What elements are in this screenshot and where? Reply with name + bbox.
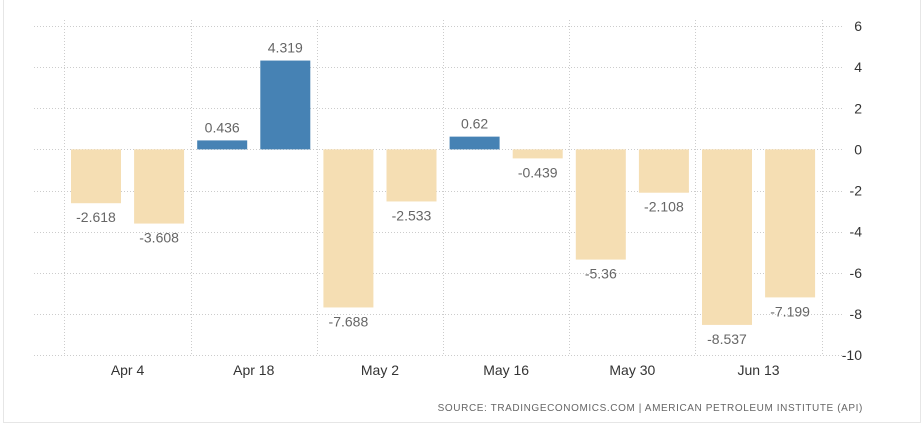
bar[interactable] [71, 149, 121, 204]
y-tick-label: 0 [854, 141, 862, 157]
bar[interactable] [386, 149, 437, 202]
x-tick-label: Jun 13 [738, 362, 780, 378]
chart-frame [3, 0, 921, 423]
bar[interactable] [575, 149, 626, 260]
bar[interactable] [512, 149, 563, 159]
data-label: -8.537 [707, 331, 747, 347]
y-tick-label: -8 [850, 306, 863, 322]
data-label: -2.533 [392, 207, 432, 223]
data-label: -7.688 [329, 313, 369, 329]
data-label: -3.608 [139, 230, 179, 246]
y-axis-ticks: 6 4 2 0 -2 -4 -6 -8 -10 [842, 18, 862, 363]
x-tick-label: Apr 18 [233, 362, 274, 378]
bar[interactable] [323, 149, 374, 308]
bars-group [71, 60, 816, 325]
x-tick-label: May 16 [483, 362, 529, 378]
data-label: -2.618 [76, 209, 116, 225]
y-tick-label: -10 [842, 347, 862, 363]
y-tick-label: -6 [850, 265, 863, 281]
y-tick-label: -2 [850, 183, 863, 199]
data-label: 4.319 [268, 40, 303, 56]
y-tick-label: 2 [854, 100, 862, 116]
x-tick-label: Apr 4 [111, 362, 145, 378]
bar[interactable] [765, 149, 816, 298]
bar[interactable] [197, 140, 248, 150]
bar[interactable] [449, 136, 500, 150]
y-tick-label: -4 [850, 224, 863, 240]
x-tick-label: May 30 [609, 362, 655, 378]
x-tick-label: May 2 [361, 362, 399, 378]
source-note: SOURCE: TRADINGECONOMICS.COM | AMERICAN … [438, 403, 863, 414]
y-tick-label: 4 [854, 59, 862, 75]
data-labels-group: -2.618 -3.608 0.436 4.319 -7.688 -2.533 0.62 -0… [76, 40, 810, 347]
bar[interactable] [702, 149, 752, 325]
data-label: -5.36 [585, 266, 617, 282]
data-label: -7.199 [770, 303, 810, 319]
data-label: 0.62 [461, 116, 488, 132]
bar[interactable] [134, 149, 185, 224]
data-label: -0.439 [518, 164, 558, 180]
bar[interactable] [638, 149, 689, 193]
data-label: -2.108 [644, 199, 684, 215]
bar[interactable] [260, 60, 311, 150]
x-axis-ticks: Apr 4 Apr 18 May 2 May 16 May 30 Jun 13 [111, 362, 780, 378]
y-tick-label: 6 [854, 18, 862, 34]
data-label: 0.436 [205, 119, 240, 135]
